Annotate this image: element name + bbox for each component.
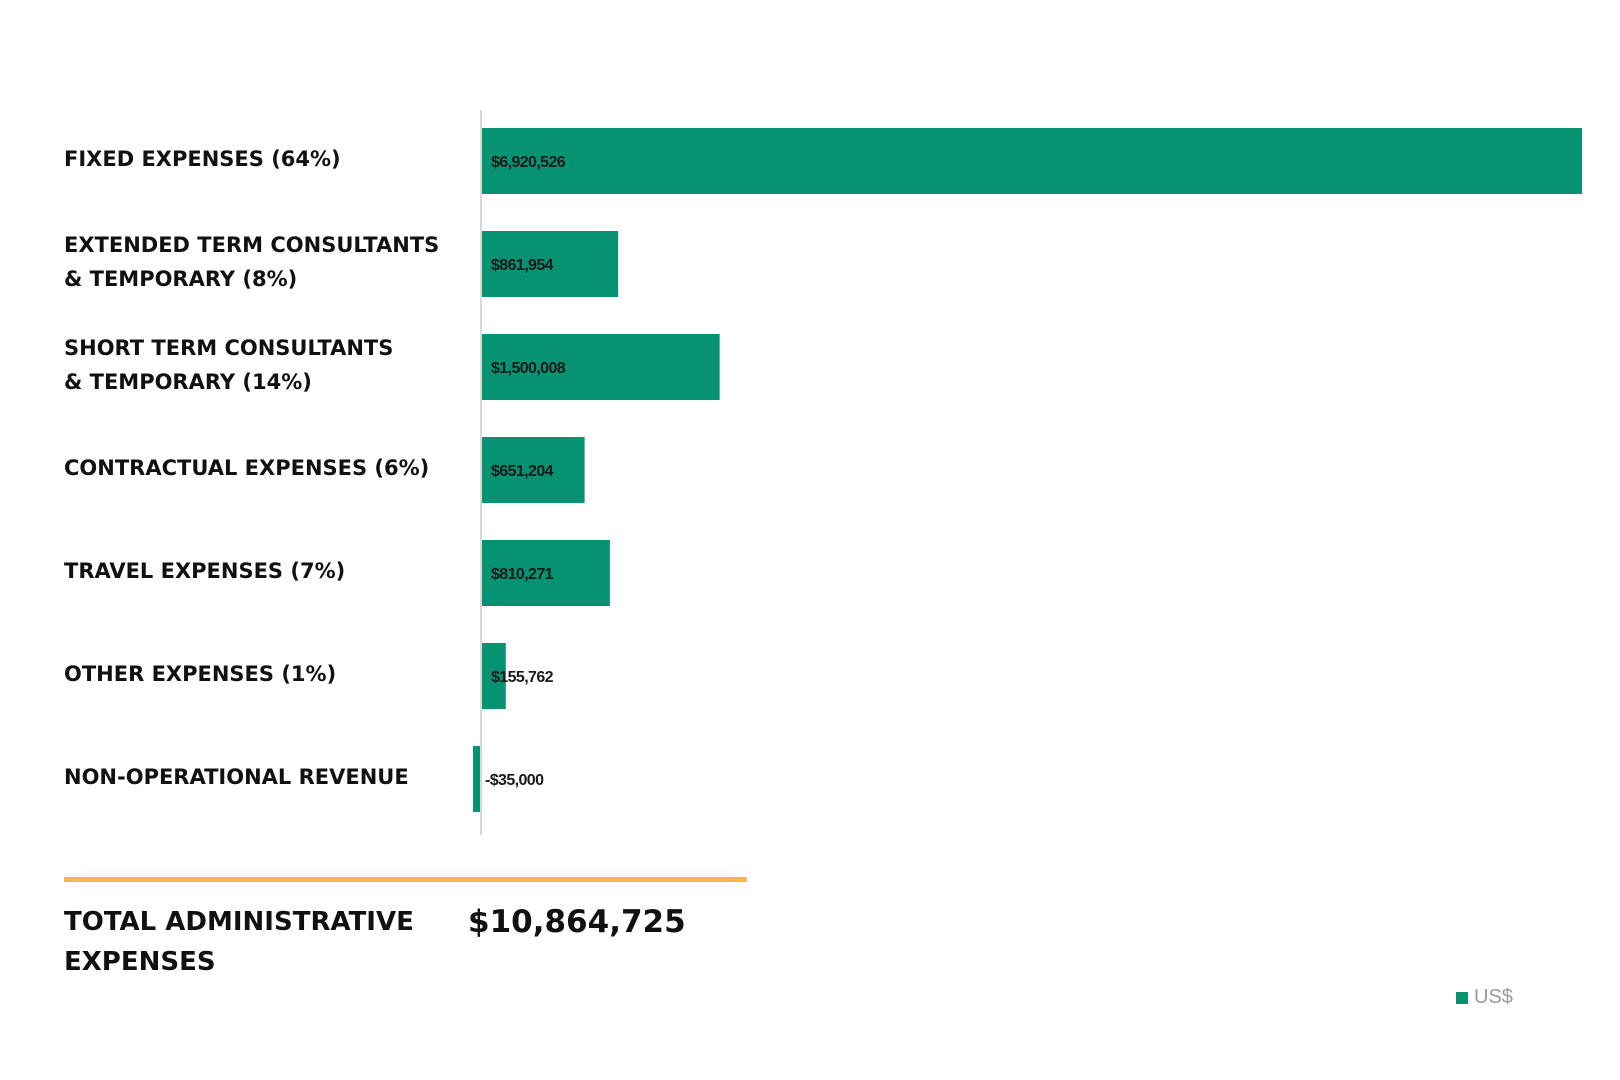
bars-layer: $6,920,526 $861,954 $1,500,008 $651,204 $810… [473,128,1582,812]
bar-value-label: $6,920,526 [491,154,566,171]
bar-value-label: $1,500,008 [491,360,566,377]
bar [481,643,506,709]
category-label: OTHER EXPENSES (1%) [64,662,336,686]
bar [481,540,610,606]
category-label: FIXED EXPENSES (64%) [64,147,341,171]
bar [481,437,585,503]
bar-value-label: $651,204 [491,463,554,480]
category-label: TRAVEL EXPENSES (7%) [64,559,345,583]
total-value: $10,864,725 [468,904,686,940]
bar-value-label: -$35,000 [485,772,544,789]
category-label: SHORT TERM CONSULTANTS & TEMPORARY (14%) [64,336,393,394]
total-label: TOTAL ADMINISTRATIVE EXPENSES [64,907,414,977]
category-label: EXTENDED TERM CONSULTANTS & TEMPORARY (8%… [64,233,439,291]
category-label: NON-OPERATIONAL REVENUE [64,765,409,789]
bar-value-label: $861,954 [491,257,554,274]
legend-swatch [1456,991,1468,1004]
category-label: CONTRACTUAL EXPENSES (6%) [64,456,429,480]
bar-value-label: $155,762 [491,669,554,686]
bar [481,334,720,400]
category-labels-layer: FIXED EXPENSES (64%) EXTENDED TERM CONSUL… [64,147,439,789]
legend-label: US$ [1474,986,1513,1008]
total-divider [64,877,747,882]
bar [481,231,619,297]
bar [473,746,481,812]
bar-value-label: $810,271 [491,566,554,583]
bar [481,128,1582,194]
legend: US$ [1456,986,1513,1009]
